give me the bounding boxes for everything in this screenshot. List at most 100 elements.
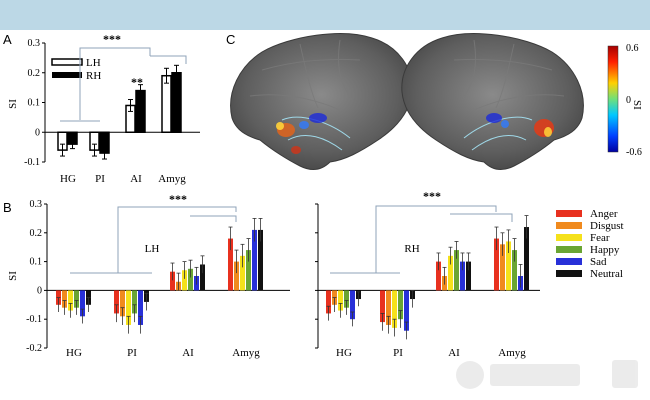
panel-b-legend-swatch — [556, 210, 582, 217]
panel-a-y-tick-label: 0.3 — [28, 38, 41, 49]
panel-b-rh-bar — [460, 261, 465, 291]
legend-swatch-rh — [52, 72, 82, 78]
panel-a-sig-double: ** — [131, 75, 143, 89]
panel-a-category-label: AI — [130, 173, 142, 185]
panel-b-rh-category-label: Amyg — [498, 347, 526, 359]
panel-b-rh-bar — [494, 238, 499, 291]
panel-b-lh-category-label: HG — [66, 347, 82, 359]
panel-b-rh-bar — [380, 290, 385, 323]
panel-b-rh-category-label: HG — [336, 347, 352, 359]
panel-b-lh-bar — [200, 264, 205, 291]
panel-b-rh-bar — [386, 290, 391, 325]
panel-b-rh-bar — [344, 290, 349, 308]
panel-a-category-label: HG — [60, 173, 76, 185]
panel-b-legend-swatch — [556, 234, 582, 241]
panel-b-y-label: SI — [7, 271, 19, 281]
panel-b-lh-significance-bracket — [70, 206, 237, 274]
panel-b-y-tick-label: -0.2 — [26, 343, 42, 354]
panel-b-lh-bar — [246, 250, 251, 291]
panel-a-y-tick-label: -0.1 — [24, 157, 40, 168]
panel-b-rh-category-label: AI — [448, 347, 460, 359]
panel-b-rh-bar — [392, 290, 397, 328]
colorbar-tick-bottom: -0.6 — [626, 147, 642, 158]
panel-b-legend-label: Fear — [590, 232, 610, 244]
panel-b-rh-bar — [436, 261, 441, 291]
panel-b-rh-bar — [524, 227, 529, 291]
panel-b-rh-label: RH — [404, 243, 419, 255]
colorbar-tick-top: 0.6 — [626, 43, 639, 54]
panel-c-brain-maps: 0.6 0 -0.6 SI — [230, 33, 643, 170]
panel-b-lh-bar — [188, 268, 193, 291]
panel-b-lh-sig: *** — [169, 192, 187, 206]
panel-b-lh-category-label: PI — [127, 347, 137, 359]
panel-a-y-tick-label: 0.2 — [28, 68, 41, 79]
legend-swatch-lh — [51, 58, 83, 66]
panel-b-lh-bar — [182, 270, 187, 291]
panel-b-rh-bar — [454, 250, 459, 291]
panel-b-lh-bar — [114, 290, 119, 314]
panel-b-y-tick-label: 0.1 — [30, 257, 43, 268]
panel-b-rh-bar — [338, 290, 343, 311]
top-banner — [0, 0, 650, 30]
panel-b-lh-bar — [138, 290, 143, 325]
colorbar-tick-mid: 0 — [626, 95, 631, 106]
panel-b-lh-bar — [234, 261, 239, 291]
panel-b-y-tick-label: 0 — [37, 285, 42, 296]
panel-b-lh-bar — [74, 290, 79, 308]
panel-b-lh-bar — [132, 290, 137, 314]
panel-a-bar — [171, 72, 182, 133]
right-hemisphere-brain — [401, 33, 584, 170]
legend-label-lh: LH — [86, 57, 101, 69]
panel-b-legend-swatch — [556, 258, 582, 265]
panel-b-rh-bar — [326, 290, 331, 314]
panel-b-rh-bar — [398, 290, 403, 320]
panel-b-lh-category-label: Amyg — [232, 347, 260, 359]
panel-b-chart: -0.2 -0.1 0 0.1 0.2 0.3 SI HG PI AI Amyg LH HG PI AI Am… — [7, 189, 624, 359]
panel-a-bar — [161, 74, 172, 133]
colorbar — [607, 45, 619, 153]
panel-label-c: C — [226, 32, 235, 47]
panel-b-rh-bar — [512, 250, 517, 291]
panel-b-lh-bar — [126, 290, 131, 325]
panel-label-a: A — [3, 32, 12, 47]
panel-b-lh-bar — [62, 290, 67, 308]
activation-blobs — [276, 113, 554, 154]
watermark-logo — [456, 360, 638, 389]
panel-b-y-tick-label: 0.2 — [30, 228, 43, 239]
panel-b-y-tick-label: 0.3 — [30, 199, 43, 210]
brain-sulci — [249, 39, 565, 111]
panel-a-significance-bracket — [79, 47, 187, 120]
panel-b-rh-bar — [506, 241, 511, 291]
panel-b-rh-bar — [350, 290, 355, 320]
panel-b-lh-category-label: AI — [182, 347, 194, 359]
panel-b-lh-bar — [68, 290, 73, 311]
panel-a-sig-triple: *** — [103, 32, 121, 46]
panel-b-legend-label: Neutral — [590, 268, 623, 280]
panel-b-legend-label: Happy — [590, 244, 620, 256]
panel-b-lh-bar — [120, 290, 125, 317]
panel-b-rh-bar — [466, 261, 471, 291]
panel-b-lh-bar — [258, 229, 263, 291]
panel-b-rh-significance-bracket — [330, 205, 513, 274]
panel-b-rh-sig: *** — [423, 189, 441, 203]
panel-b-lh-bar — [80, 290, 85, 317]
panel-b-rh-bar — [448, 255, 453, 291]
panel-a-y-tick-label: 0 — [35, 127, 40, 138]
panel-a-y-label: SI — [7, 99, 19, 109]
panel-b-rh-bar — [500, 244, 505, 291]
panel-b-y-tick-label: -0.1 — [26, 314, 42, 325]
panel-b-rh-category-label: PI — [393, 347, 403, 359]
panel-b-legend-swatch — [556, 270, 582, 277]
left-hemisphere-brain — [230, 33, 413, 170]
panel-b-lh-label: LH — [145, 243, 160, 255]
legend-label-rh: RH — [86, 70, 101, 82]
panel-b-legend-label: Sad — [590, 256, 607, 268]
panel-b-legend-swatch — [556, 222, 582, 229]
panel-a-y-tick-label: 0.1 — [28, 98, 41, 109]
panel-a-category-label: Amyg — [158, 173, 186, 185]
panel-b-legend-label: Anger — [590, 208, 618, 220]
panel-a-category-label: PI — [95, 173, 105, 185]
panel-label-b: B — [3, 200, 12, 215]
